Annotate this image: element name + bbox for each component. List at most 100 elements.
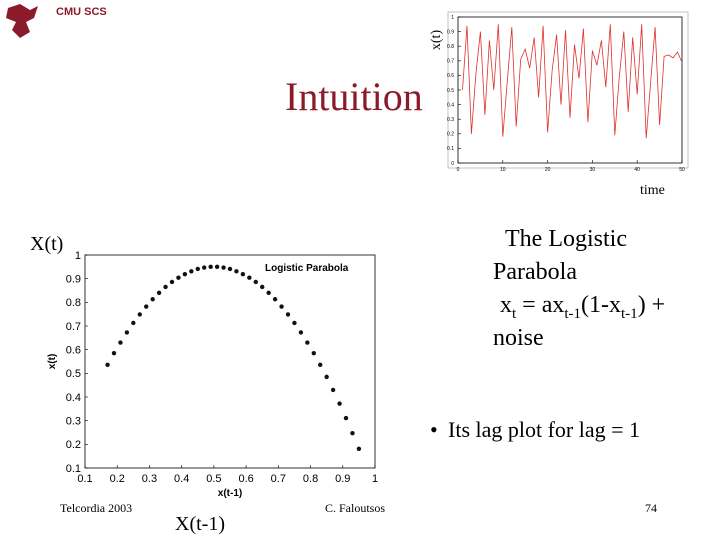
point	[285, 312, 291, 317]
legend-label: Logistic Parabola	[265, 263, 349, 274]
point	[111, 351, 117, 356]
y-tick-label: 0.7	[66, 321, 81, 333]
formula: xt = axt-1(1-xt-1) +	[500, 292, 665, 322]
x-tick-label: 0.1	[77, 473, 92, 485]
point	[356, 446, 362, 452]
point	[137, 312, 142, 317]
x-tick-label: 0.7	[271, 473, 286, 485]
plot-area	[84, 254, 376, 469]
point	[337, 401, 342, 406]
chart-frame	[447, 11, 689, 169]
slide-title: Intuition	[285, 74, 423, 119]
y-tick-label: 0.3	[447, 117, 454, 123]
formula-text: x	[500, 292, 512, 318]
axis-label: X(t)	[30, 233, 63, 255]
y-tick-label: 0.2	[447, 132, 454, 138]
point	[305, 340, 310, 345]
point	[253, 279, 258, 285]
y-tick-label: 0.4	[66, 392, 81, 404]
point	[156, 290, 162, 296]
y-tick-label: 0.5	[447, 88, 454, 94]
x-tick-label: 0.5	[206, 473, 221, 485]
x-tick-label: 0.6	[238, 473, 253, 485]
bullet-marker: •	[430, 417, 438, 442]
point	[124, 330, 130, 335]
point	[247, 275, 252, 280]
point	[131, 320, 136, 326]
x-tick-label: 30	[590, 167, 596, 173]
y-tick-label: 0.9	[447, 29, 454, 35]
series-line	[462, 24, 683, 139]
point	[189, 269, 194, 274]
point	[298, 330, 304, 335]
y-tick-label: 0.8	[66, 297, 81, 309]
point	[182, 271, 188, 277]
text-block: The Logistic Parabola xt = axt-1(1-xt-1)…	[493, 226, 665, 351]
text-line: The Logistic	[505, 226, 627, 252]
point	[163, 284, 168, 290]
y-tick-label: 0.3	[66, 416, 81, 428]
point	[144, 304, 149, 309]
formula-text: = ax	[516, 292, 564, 318]
x-tick-label: 0.2	[110, 473, 125, 485]
y-tick-label: 0.1	[66, 463, 81, 475]
x-tick-label: 0	[457, 167, 460, 173]
point	[118, 340, 123, 345]
axis-label: time	[640, 183, 665, 198]
point	[279, 304, 284, 309]
formula-text: ) +	[638, 292, 666, 318]
footer-center: C. Faloutsos	[325, 501, 385, 515]
y-tick-label: 0.2	[66, 439, 81, 451]
x-tick-label: 1	[372, 473, 378, 485]
y-tick-label: 1	[451, 15, 454, 21]
y-tick-label: 0.6	[447, 73, 454, 79]
point	[240, 271, 246, 277]
y-tick-label: 0.1	[447, 146, 454, 152]
bullet: Its lag plot for lag = 1	[448, 417, 640, 442]
point	[272, 297, 278, 302]
point	[330, 387, 336, 393]
x-tick-label: 50	[679, 167, 685, 173]
point	[176, 275, 181, 280]
point	[350, 431, 355, 436]
logo	[6, 4, 38, 38]
y-tick-label: 1	[75, 250, 81, 262]
axis-label: X(t-1)	[175, 513, 225, 535]
page-number: 74	[645, 501, 657, 515]
subscript: t-1	[564, 306, 581, 322]
point	[260, 284, 265, 290]
point	[234, 269, 239, 274]
x-axis-label: x(t-1)	[218, 488, 242, 499]
point	[208, 264, 213, 270]
subscript: t	[512, 306, 517, 322]
x-tick-label: 0.4	[174, 473, 189, 485]
subscript: t-1	[621, 306, 638, 322]
point	[169, 279, 175, 285]
y-tick-label: 0.9	[66, 274, 81, 286]
text-line: Parabola	[493, 259, 577, 285]
y-axis-label: x(t)	[47, 354, 58, 370]
x-tick-label: 40	[634, 167, 640, 173]
point	[324, 374, 329, 380]
point	[214, 264, 220, 270]
point	[227, 266, 233, 272]
formula-text: (1-x	[581, 292, 621, 318]
y-tick-label: 0.6	[66, 345, 81, 357]
point	[343, 415, 349, 421]
point	[202, 265, 207, 270]
text-line: noise	[493, 325, 544, 351]
point	[150, 297, 155, 302]
point	[311, 351, 316, 356]
y-tick-label: 0.4	[447, 102, 454, 108]
y-tick-label: 0.8	[447, 44, 454, 50]
x-tick-label: 0.8	[303, 473, 318, 485]
footer-left: Telcordia 2003	[60, 501, 132, 515]
axis-label: x(t)	[429, 30, 444, 51]
org: CMU SCS	[56, 6, 107, 18]
y-tick-label: 0	[451, 161, 454, 167]
x-tick-label: 20	[545, 167, 551, 173]
point	[105, 362, 110, 368]
x-tick-label: 10	[500, 167, 506, 173]
x-tick-label: 0.3	[142, 473, 157, 485]
